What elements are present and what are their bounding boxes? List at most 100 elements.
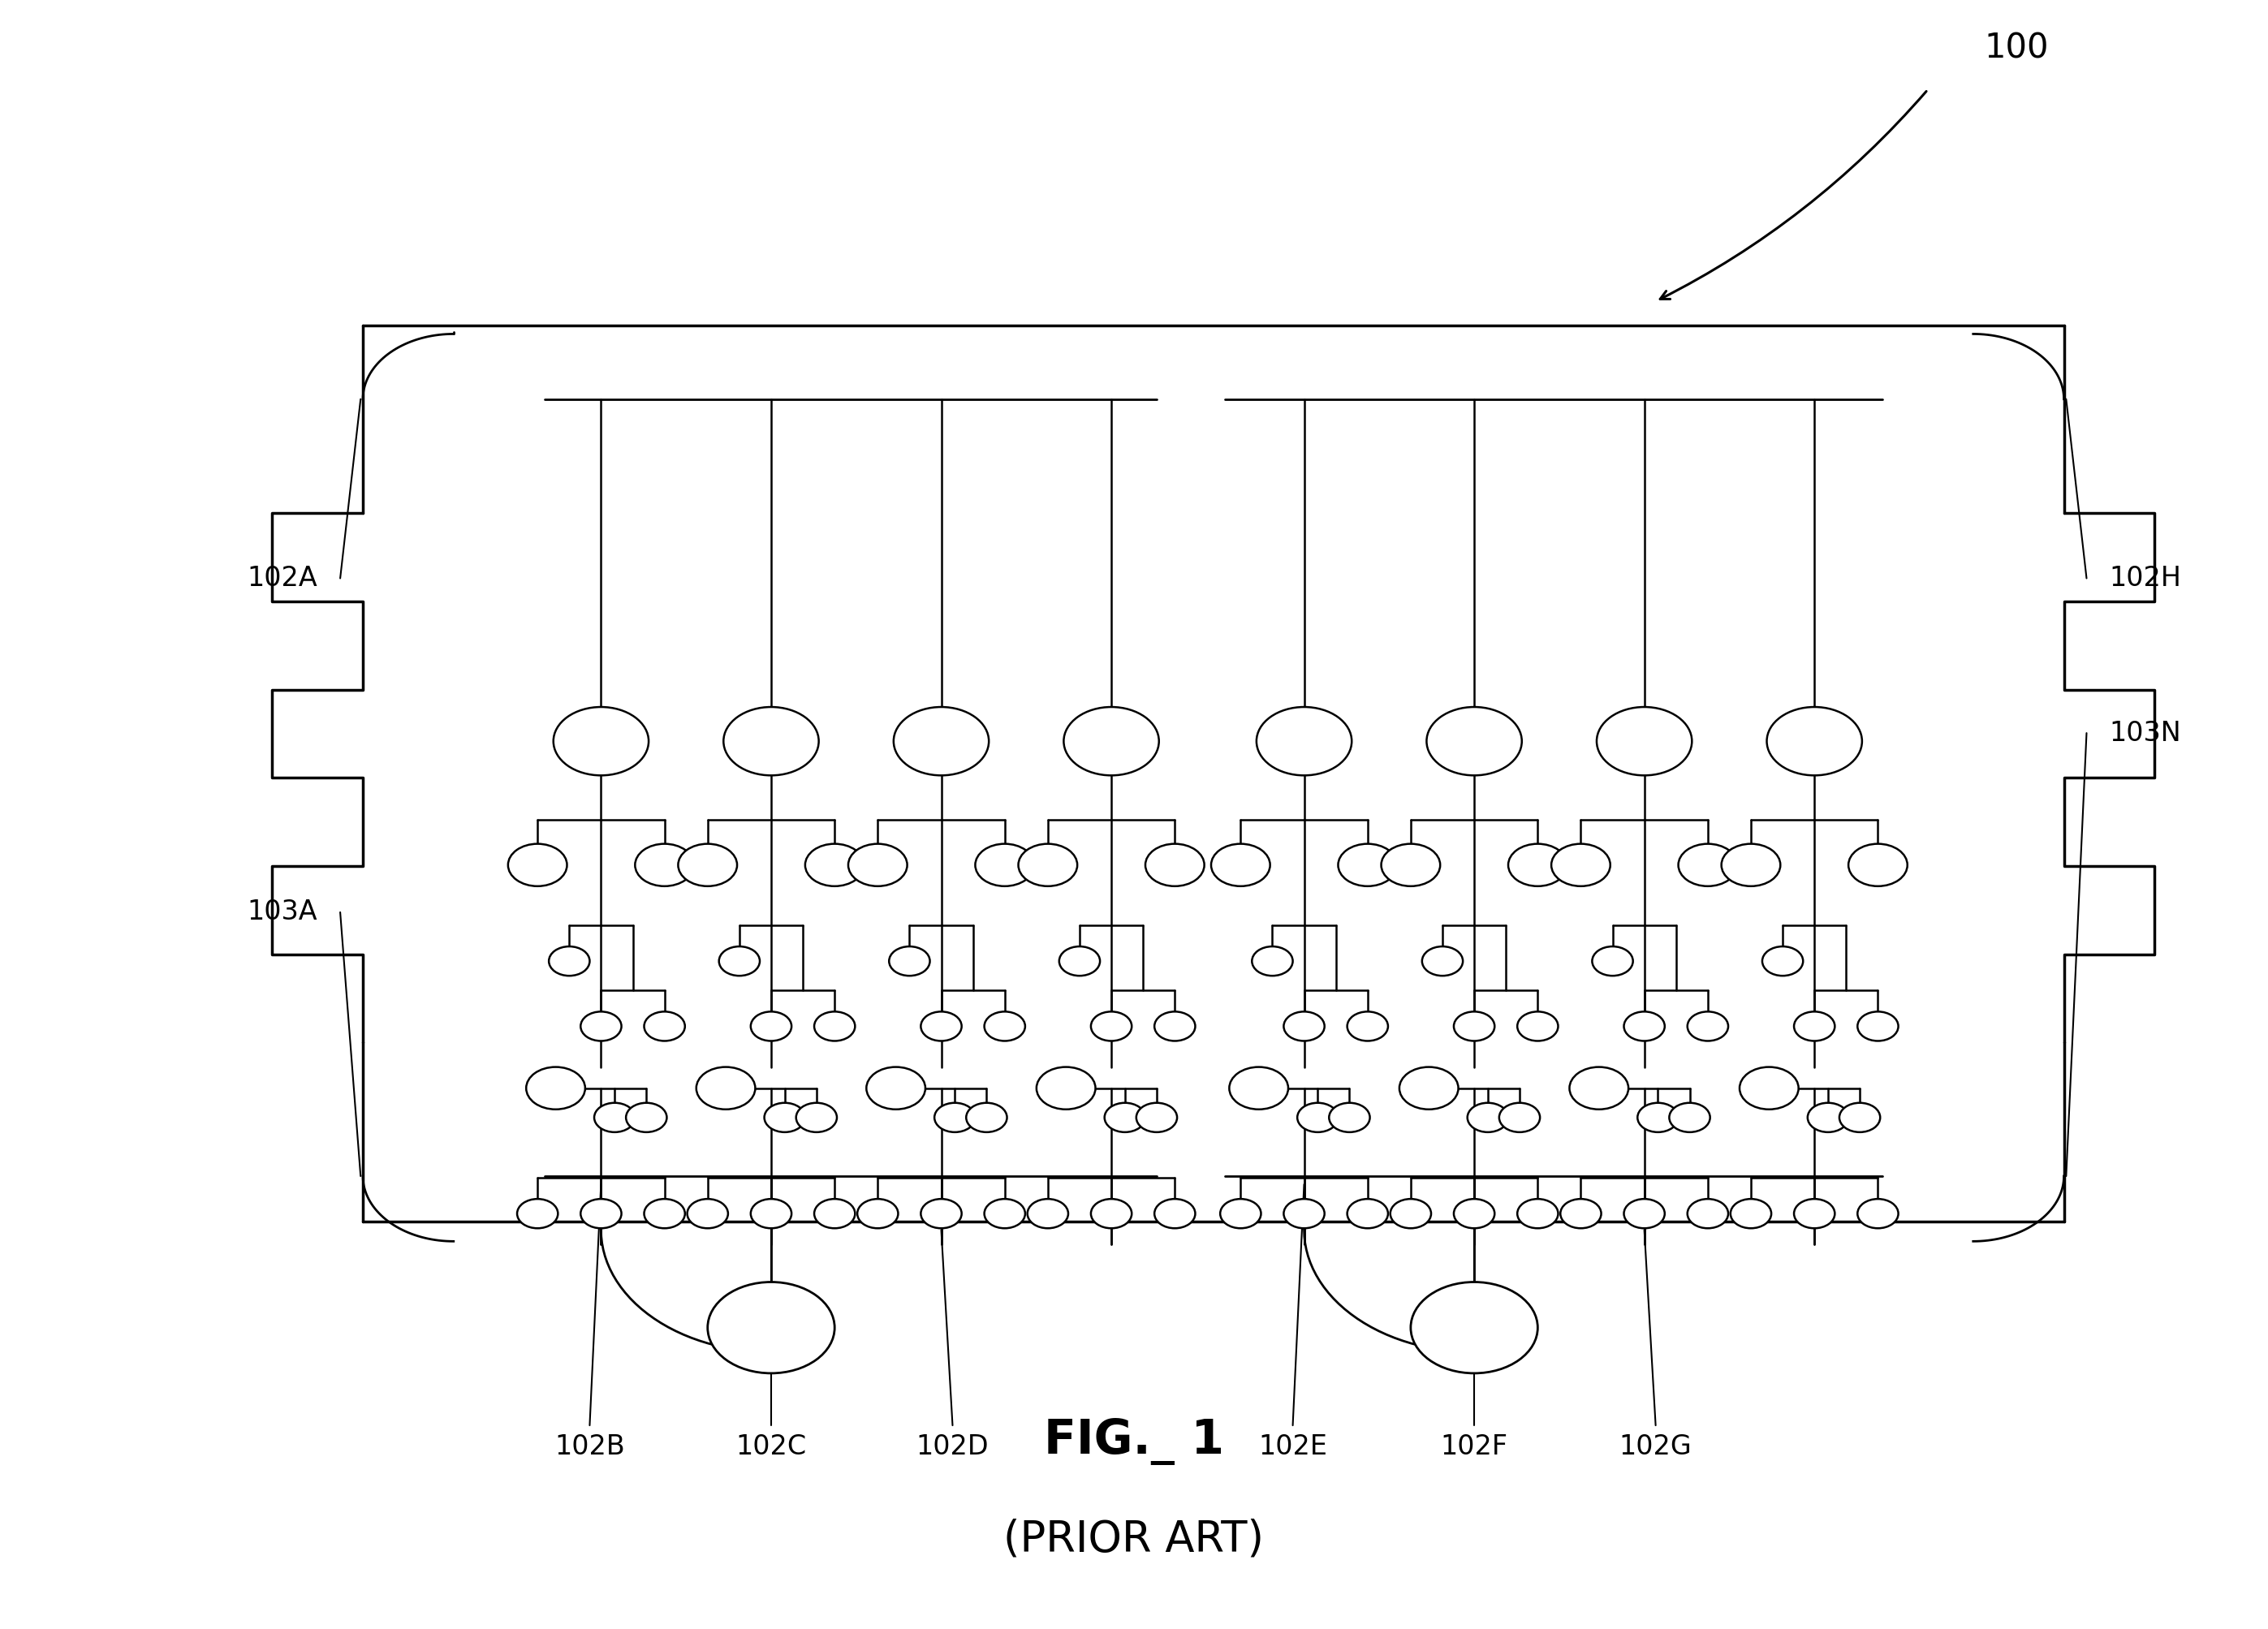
Circle shape (984, 1199, 1025, 1228)
Circle shape (848, 844, 907, 886)
Text: 102B: 102B (553, 1434, 626, 1460)
Circle shape (1517, 1199, 1558, 1228)
Circle shape (1329, 1103, 1370, 1132)
Circle shape (635, 844, 694, 886)
Text: 103N: 103N (2109, 720, 2182, 746)
Text: 103A: 103A (247, 899, 318, 925)
Circle shape (1252, 946, 1293, 976)
Circle shape (1624, 1012, 1665, 1041)
Circle shape (594, 1103, 635, 1132)
Circle shape (814, 1199, 855, 1228)
Circle shape (526, 1067, 585, 1109)
Circle shape (894, 707, 989, 775)
Circle shape (708, 1282, 835, 1373)
Text: 102D: 102D (916, 1434, 989, 1460)
Circle shape (581, 1199, 621, 1228)
Circle shape (764, 1103, 805, 1132)
Circle shape (687, 1199, 728, 1228)
Circle shape (1687, 1199, 1728, 1228)
Text: 102E: 102E (1259, 1434, 1327, 1460)
Circle shape (549, 946, 590, 976)
Circle shape (1499, 1103, 1540, 1132)
Circle shape (1678, 844, 1737, 886)
Circle shape (1036, 1067, 1095, 1109)
Text: 100: 100 (1985, 31, 2048, 65)
Circle shape (866, 1067, 925, 1109)
Circle shape (696, 1067, 755, 1109)
Circle shape (921, 1012, 962, 1041)
Circle shape (921, 1199, 962, 1228)
Circle shape (1848, 844, 1907, 886)
Text: 102H: 102H (2109, 565, 2182, 591)
Circle shape (1027, 1199, 1068, 1228)
Circle shape (1762, 946, 1803, 976)
Circle shape (1422, 946, 1463, 976)
Circle shape (517, 1199, 558, 1228)
Circle shape (984, 1012, 1025, 1041)
Circle shape (751, 1012, 792, 1041)
Circle shape (1560, 1199, 1601, 1228)
Circle shape (581, 1012, 621, 1041)
Circle shape (1508, 844, 1567, 886)
Circle shape (1297, 1103, 1338, 1132)
Circle shape (1794, 1199, 1835, 1228)
Circle shape (1381, 844, 1440, 886)
Circle shape (1427, 707, 1522, 775)
Circle shape (1730, 1199, 1771, 1228)
Circle shape (934, 1103, 975, 1132)
Circle shape (1059, 946, 1100, 976)
Circle shape (644, 1199, 685, 1228)
Circle shape (1857, 1199, 1898, 1228)
Circle shape (1064, 707, 1159, 775)
Circle shape (1284, 1012, 1325, 1041)
Text: 102A: 102A (247, 565, 318, 591)
Circle shape (1390, 1199, 1431, 1228)
Circle shape (1794, 1012, 1835, 1041)
Circle shape (1569, 1067, 1628, 1109)
Circle shape (1669, 1103, 1710, 1132)
Circle shape (719, 946, 760, 976)
Circle shape (626, 1103, 667, 1132)
Circle shape (1284, 1199, 1325, 1228)
Circle shape (1454, 1012, 1495, 1041)
Circle shape (1220, 1199, 1261, 1228)
Circle shape (1767, 707, 1862, 775)
Circle shape (644, 1012, 685, 1041)
Circle shape (1454, 1199, 1495, 1228)
Circle shape (723, 707, 819, 775)
Circle shape (1467, 1103, 1508, 1132)
Circle shape (1551, 844, 1610, 886)
Circle shape (1592, 946, 1633, 976)
Circle shape (1399, 1067, 1458, 1109)
Circle shape (1411, 1282, 1538, 1373)
Circle shape (1211, 844, 1270, 886)
Circle shape (1347, 1012, 1388, 1041)
Text: 102F: 102F (1440, 1434, 1508, 1460)
Circle shape (1347, 1199, 1388, 1228)
Circle shape (1517, 1012, 1558, 1041)
Circle shape (1256, 707, 1352, 775)
Text: 102C: 102C (735, 1434, 807, 1460)
Circle shape (1091, 1012, 1132, 1041)
Circle shape (889, 946, 930, 976)
Circle shape (1136, 1103, 1177, 1132)
Circle shape (1839, 1103, 1880, 1132)
Text: 102G: 102G (1619, 1434, 1692, 1460)
Circle shape (1154, 1012, 1195, 1041)
Text: FIG._ 1: FIG._ 1 (1043, 1419, 1225, 1464)
Circle shape (1018, 844, 1077, 886)
Circle shape (796, 1103, 837, 1132)
Circle shape (1154, 1199, 1195, 1228)
Circle shape (857, 1199, 898, 1228)
Circle shape (1721, 844, 1780, 886)
Circle shape (1808, 1103, 1848, 1132)
Circle shape (805, 844, 864, 886)
Circle shape (1145, 844, 1204, 886)
Circle shape (1229, 1067, 1288, 1109)
Circle shape (1857, 1012, 1898, 1041)
Circle shape (1338, 844, 1397, 886)
Circle shape (975, 844, 1034, 886)
Circle shape (553, 707, 649, 775)
Circle shape (1637, 1103, 1678, 1132)
Circle shape (751, 1199, 792, 1228)
